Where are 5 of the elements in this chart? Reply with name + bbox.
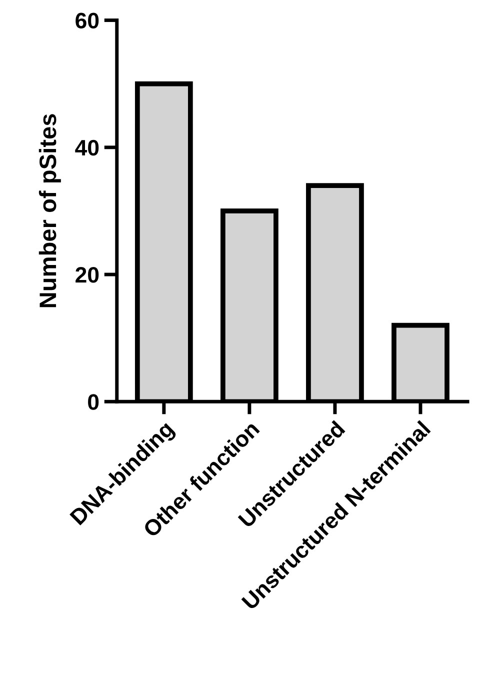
y-tick-label: 40 [75, 140, 99, 156]
y-tick-label: 0 [88, 394, 99, 410]
y-tick-label: 60 [76, 12, 99, 29]
y-tick-label: 20 [76, 267, 99, 283]
y-axis-title: Number of pSites [38, 114, 61, 308]
